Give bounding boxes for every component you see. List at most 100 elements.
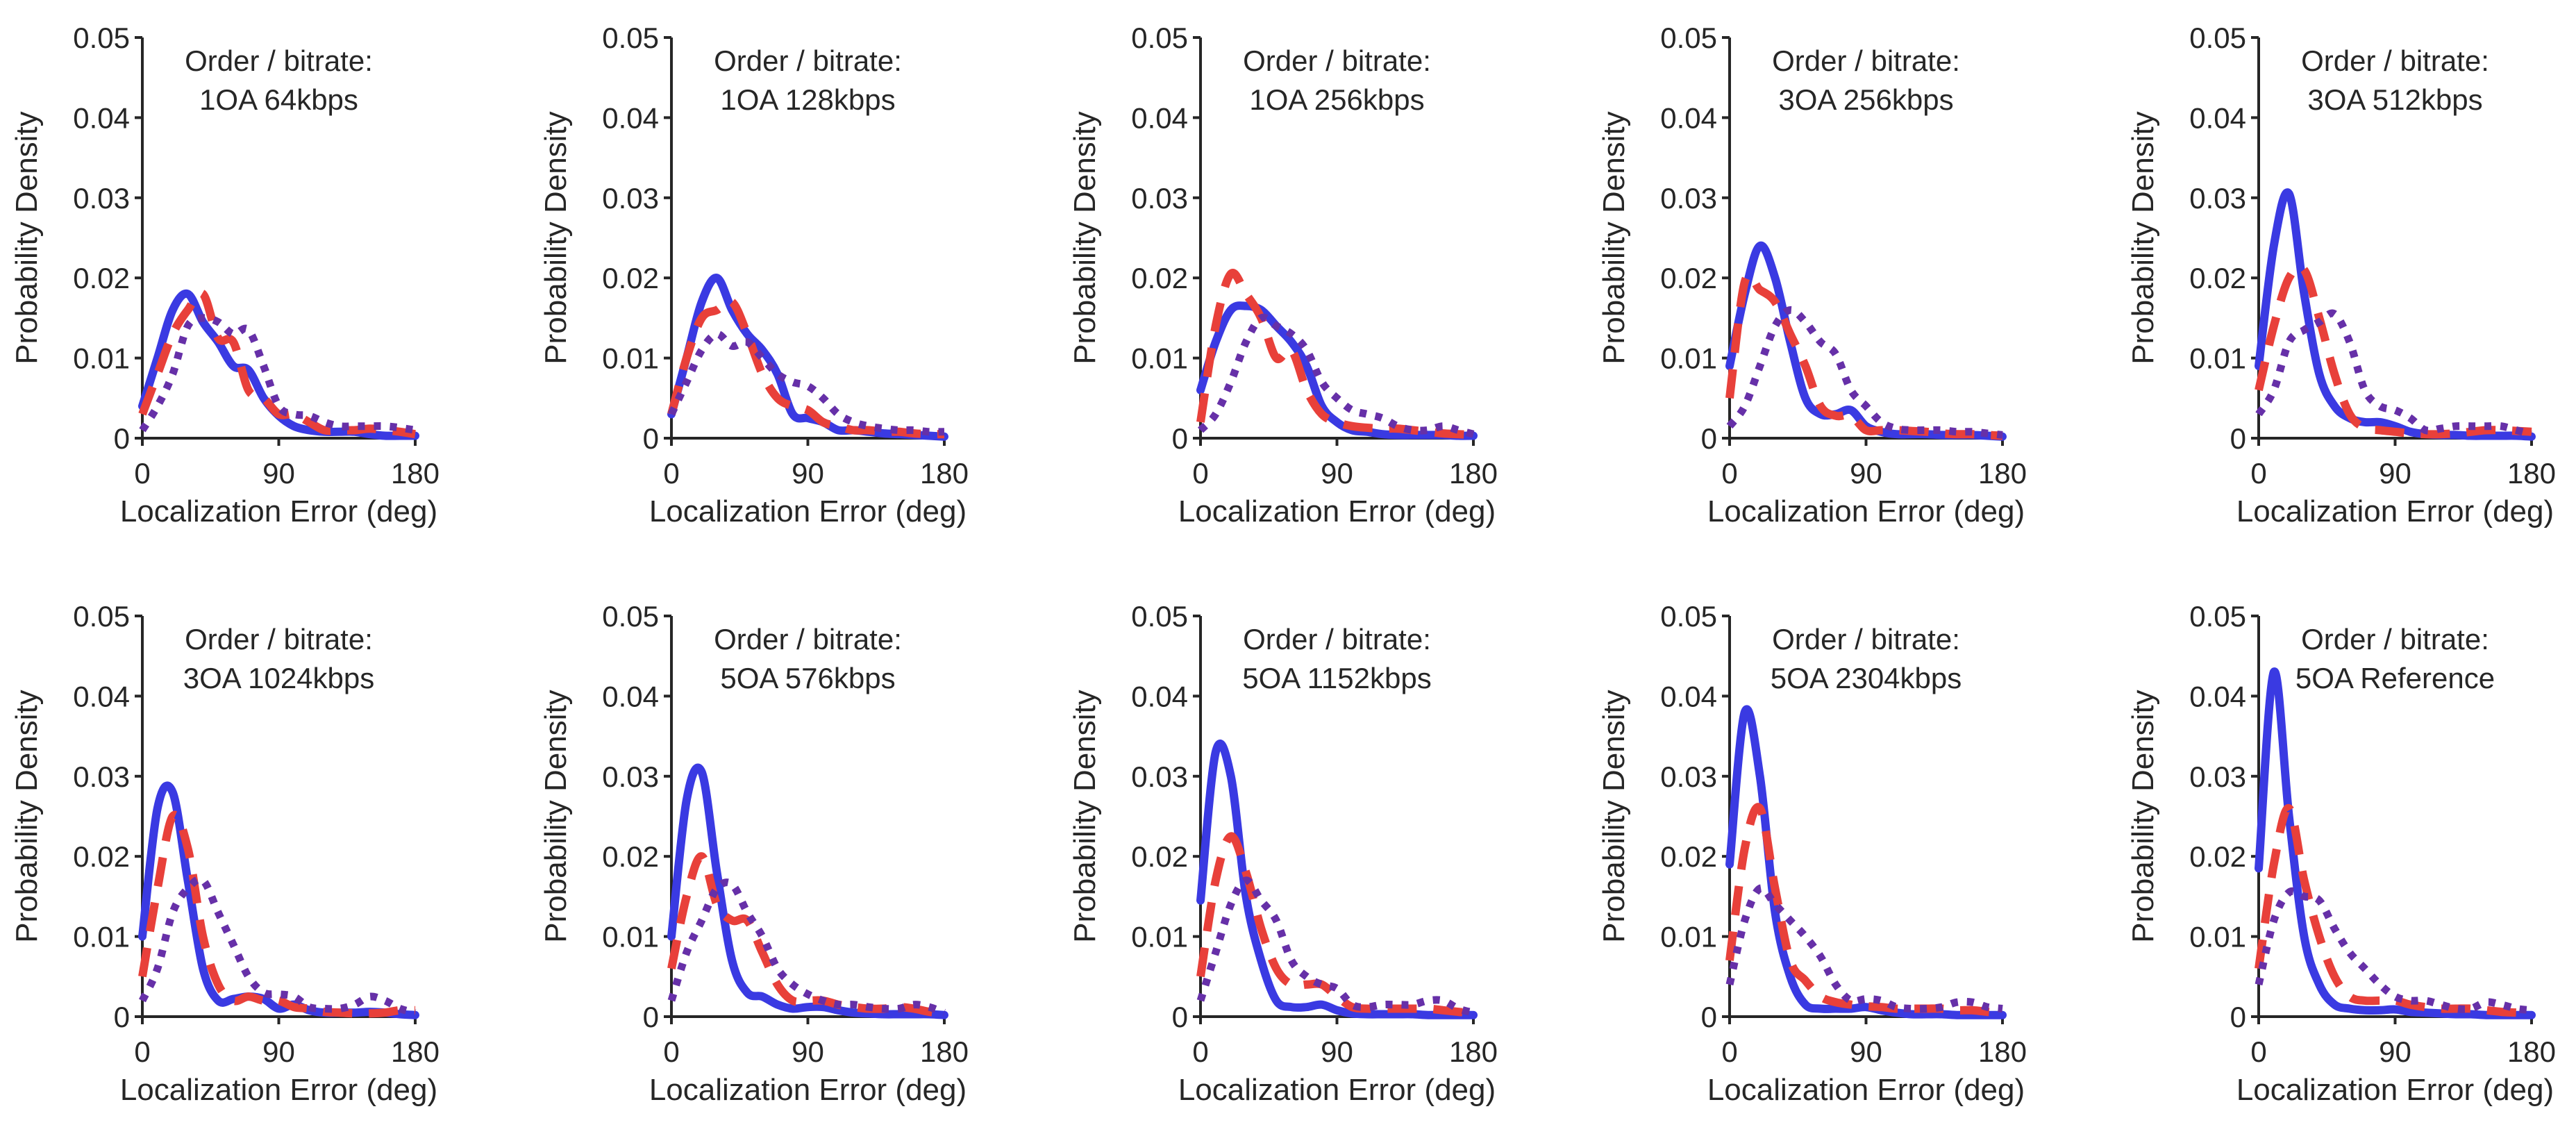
y-tick-label: 0.02 xyxy=(2189,262,2246,294)
x-axis-label: Localization Error (deg) xyxy=(2236,494,2554,528)
subplot-title-line-2: 1OA 256kbps xyxy=(1249,83,1424,116)
x-tick-label: 0 xyxy=(2250,457,2266,490)
subplot-5oa-reference: 0 0.01 0.02 0.03 0.04 0.05 0 90 180 Order / bitra… xyxy=(2126,600,2556,1107)
y-tick-label: 0.01 xyxy=(1131,342,1188,375)
y-tick-label: 0.04 xyxy=(602,101,659,134)
y-tick-label: 0 xyxy=(1172,422,1188,455)
3oa-256kbps-dashed-curve xyxy=(1725,271,2003,440)
y-tick-label: 0.04 xyxy=(73,101,130,134)
y-axis-label: Probability Density xyxy=(2126,690,2160,942)
subplot-title-line-2: 5OA 576kbps xyxy=(720,662,895,694)
y-tick-label: 0 xyxy=(1701,1001,1717,1033)
1oa-256kbps-dashed-curve xyxy=(1196,268,1474,440)
y-tick-label: 0.04 xyxy=(1131,101,1188,134)
y-tick-label: 0.03 xyxy=(1131,182,1188,215)
x-axis-label: Localization Error (deg) xyxy=(1707,494,2025,528)
subplot-title-line-1: Order / bitrate: xyxy=(1772,44,1960,77)
x-tick-label: 180 xyxy=(1449,1035,1498,1068)
y-tick-label: 0.03 xyxy=(1660,760,1717,793)
x-tick-label: 90 xyxy=(792,1035,824,1068)
subplot-title-line-2: 3OA 512kbps xyxy=(2307,83,2482,116)
x-tick-label: 0 xyxy=(663,457,679,490)
y-axis-label: Probability Density xyxy=(539,111,573,364)
subplot-title-line-1: Order / bitrate: xyxy=(1243,623,1431,656)
subplot-title-line-2: 5OA 1152kbps xyxy=(1242,662,1431,694)
subplot-title-line-1: Order / bitrate: xyxy=(1772,623,1960,656)
5oa-576kbps-dashed-curve xyxy=(667,852,945,1018)
y-tick-label: 0.03 xyxy=(73,182,130,215)
y-tick-label: 0 xyxy=(1172,1001,1188,1033)
y-tick-label: 0.03 xyxy=(2189,760,2246,793)
3oa-1024kbps-dotted-curve xyxy=(139,875,417,1017)
x-tick-label: 180 xyxy=(920,457,969,490)
subplot-title-line-1: Order / bitrate: xyxy=(714,623,902,656)
y-tick-label: 0 xyxy=(2230,422,2246,455)
1oa-256kbps-dotted-curve xyxy=(1197,313,1475,438)
x-tick-label: 90 xyxy=(1850,457,1882,490)
subplot-3oa-512kbps: 0 0.01 0.02 0.03 0.04 0.05 0 90 180 Order / bitra… xyxy=(2126,22,2556,528)
y-tick-label: 0.05 xyxy=(73,22,130,54)
y-tick-label: 0.02 xyxy=(602,840,659,873)
y-tick-label: 0 xyxy=(114,422,130,455)
y-tick-label: 0.01 xyxy=(1131,921,1188,953)
y-tick-label: 0.01 xyxy=(73,342,130,375)
y-axis-label: Probability Density xyxy=(1068,690,1102,942)
x-tick-label: 180 xyxy=(2507,457,2556,490)
subplot-title-line-2: 3OA 1024kbps xyxy=(183,662,375,694)
y-axis-label: Probability Density xyxy=(10,111,44,364)
x-tick-label: 90 xyxy=(2379,1035,2411,1068)
y-tick-label: 0.01 xyxy=(2189,342,2246,375)
5oa-1152kbps-dotted-curve xyxy=(1196,876,1475,1017)
y-tick-label: 0.05 xyxy=(1660,22,1717,54)
3oa-256kbps-dotted-curve xyxy=(1726,306,2003,439)
3oa-512kbps-solid-curve xyxy=(2255,188,2536,441)
y-tick-label: 0.04 xyxy=(1131,680,1188,712)
y-tick-label: 0.03 xyxy=(1131,760,1188,793)
subplot-5oa-1152kbps: 0 0.01 0.02 0.03 0.04 0.05 0 90 180 Order / bitra… xyxy=(1068,600,1498,1107)
3oa-1024kbps-solid-curve xyxy=(138,781,419,1019)
subplot-title-line-1: Order / bitrate: xyxy=(2301,623,2489,656)
y-axis-label: Probability Density xyxy=(1597,111,1631,364)
y-tick-label: 0.05 xyxy=(2189,600,2246,633)
x-tick-label: 90 xyxy=(2379,457,2411,490)
y-tick-label: 0.04 xyxy=(1660,101,1717,134)
y-tick-label: 0.03 xyxy=(73,760,130,793)
x-tick-label: 0 xyxy=(2250,1035,2266,1068)
y-tick-label: 0.03 xyxy=(2189,182,2246,215)
5oa-576kbps-solid-curve xyxy=(667,763,948,1019)
subplot-title-line-2: 1OA 128kbps xyxy=(720,83,895,116)
y-tick-label: 0 xyxy=(2230,1001,2246,1033)
subplot-title-line-2: 5OA 2304kbps xyxy=(1771,662,1962,694)
y-tick-label: 0.02 xyxy=(73,262,130,294)
y-axis-label: Probability Density xyxy=(539,690,573,942)
5oa-2304kbps-dashed-curve xyxy=(1725,803,2003,1018)
y-tick-label: 0.02 xyxy=(1131,262,1188,294)
x-tick-label: 180 xyxy=(391,457,440,490)
x-tick-label: 90 xyxy=(1321,1035,1353,1068)
x-axis-label: Localization Error (deg) xyxy=(120,494,437,528)
y-tick-label: 0.01 xyxy=(602,342,659,375)
y-tick-label: 0.02 xyxy=(1131,840,1188,873)
y-tick-label: 0 xyxy=(643,1001,659,1033)
x-axis-label: Localization Error (deg) xyxy=(1178,1073,1496,1107)
y-tick-label: 0.04 xyxy=(602,680,659,712)
subplot-title-line-1: Order / bitrate: xyxy=(1243,44,1431,77)
subplot-title-line-1: Order / bitrate: xyxy=(185,623,373,656)
subplot-title-line-1: Order / bitrate: xyxy=(714,44,902,77)
x-tick-label: 180 xyxy=(1978,457,2027,490)
y-tick-label: 0.02 xyxy=(1660,840,1717,873)
x-tick-label: 0 xyxy=(134,457,150,490)
subplot-title-line-2: 1OA 64kbps xyxy=(199,83,358,116)
3oa-1024kbps-dashed-curve xyxy=(138,810,416,1018)
x-axis-label: Localization Error (deg) xyxy=(649,494,967,528)
y-tick-label: 0.02 xyxy=(1660,262,1717,294)
x-axis-label: Localization Error (deg) xyxy=(2236,1073,2554,1107)
subplot-title-line-2: 3OA 256kbps xyxy=(1778,83,1953,116)
y-axis-label: Probability Density xyxy=(1068,111,1102,364)
x-tick-label: 180 xyxy=(2507,1035,2556,1068)
y-tick-label: 0.04 xyxy=(73,680,130,712)
5oa-1152kbps-solid-curve xyxy=(1196,739,1478,1019)
1oa-128kbps-dashed-curve xyxy=(667,297,945,439)
x-tick-label: 180 xyxy=(920,1035,969,1068)
